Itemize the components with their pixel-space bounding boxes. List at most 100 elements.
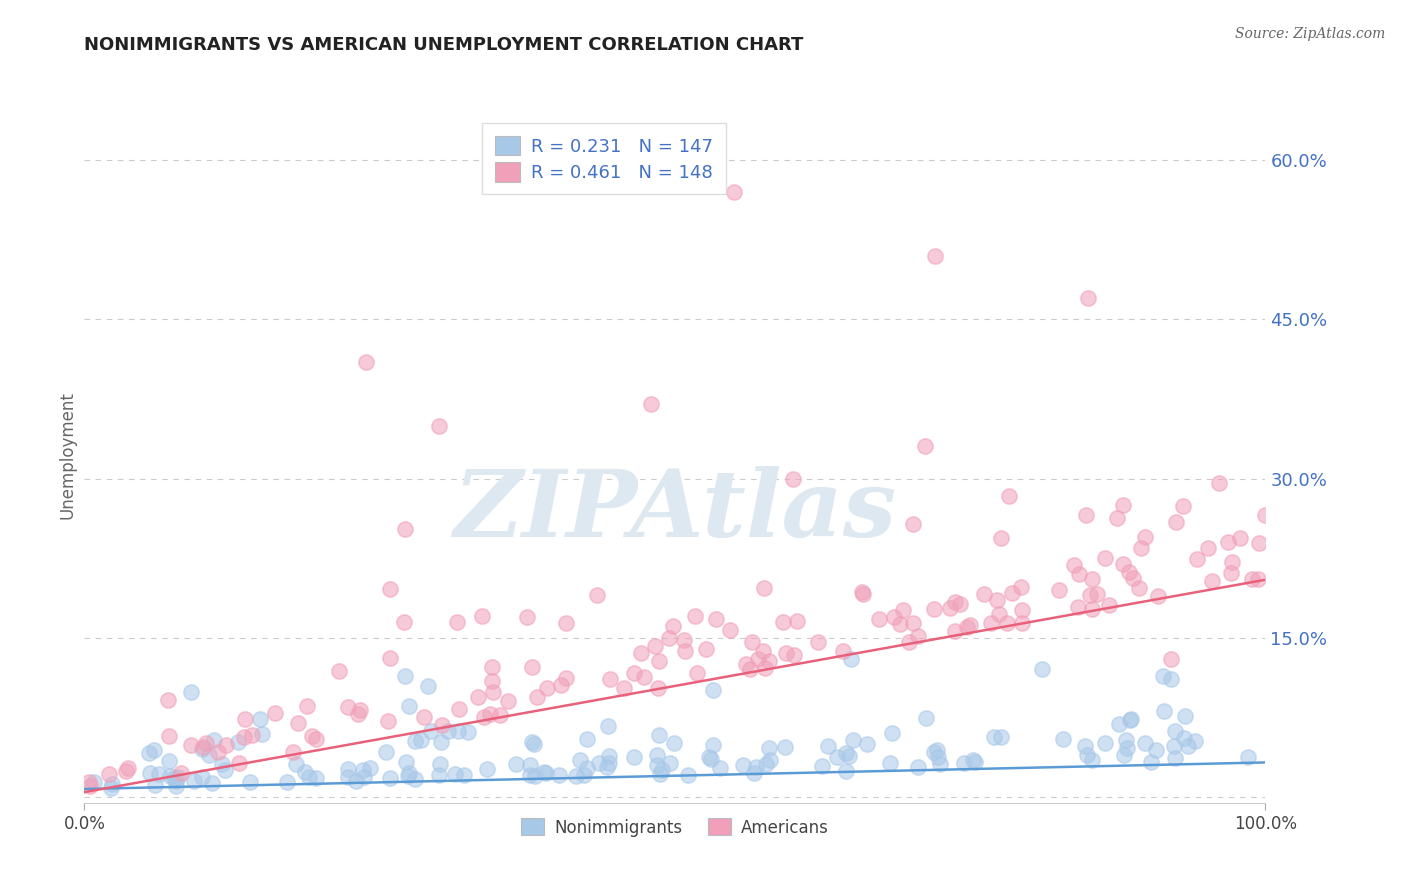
Point [943, 624, 966, 639]
Point [354, 355, 377, 369]
Point [447, 701, 470, 715]
Point [337, 762, 360, 776]
Point [758, 654, 780, 668]
Point [740, 662, 762, 676]
Point [1118, 565, 1140, 579]
Point [191, 770, 214, 784]
Legend: Nonimmigrants, Americans: Nonimmigrants, Americans [515, 812, 835, 843]
Point [734, 657, 756, 671]
Point [336, 770, 359, 784]
Point [481, 673, 503, 688]
Text: ZIPAtlas: ZIPAtlas [453, 466, 897, 556]
Point [1078, 588, 1101, 602]
Point [554, 615, 576, 630]
Point [1081, 572, 1104, 586]
Point [1074, 508, 1097, 522]
Point [264, 706, 287, 721]
Point [519, 758, 541, 772]
Point [1163, 739, 1185, 754]
Point [467, 690, 489, 705]
Point [404, 734, 426, 748]
Point [392, 615, 415, 629]
Point [201, 776, 224, 790]
Point [1229, 532, 1251, 546]
Point [165, 779, 187, 793]
Point [648, 655, 671, 669]
Point [898, 634, 921, 648]
Point [980, 615, 1002, 630]
Point [596, 760, 619, 774]
Point [534, 766, 557, 780]
Point [446, 615, 468, 629]
Point [825, 750, 848, 764]
Point [156, 693, 179, 707]
Point [648, 767, 671, 781]
Point [697, 750, 720, 764]
Point [658, 632, 681, 646]
Point [723, 185, 745, 199]
Point [706, 612, 728, 626]
Point [432, 718, 454, 732]
Point [1153, 704, 1175, 718]
Point [457, 725, 479, 739]
Point [817, 739, 839, 754]
Point [983, 731, 1005, 745]
Point [163, 771, 186, 785]
Point [927, 750, 949, 764]
Point [305, 731, 328, 746]
Y-axis label: Unemployment: Unemployment [58, 391, 76, 519]
Point [180, 685, 202, 699]
Point [77, 775, 100, 789]
Point [1201, 574, 1223, 589]
Point [283, 745, 305, 759]
Point [165, 773, 187, 788]
Point [1133, 736, 1156, 750]
Point [925, 743, 948, 757]
Point [1067, 600, 1090, 615]
Point [114, 764, 136, 778]
Point [1011, 603, 1033, 617]
Point [745, 760, 768, 774]
Point [695, 641, 717, 656]
Point [965, 755, 987, 769]
Point [1249, 536, 1271, 550]
Point [523, 769, 546, 783]
Point [337, 700, 360, 714]
Point [394, 522, 416, 536]
Point [879, 756, 901, 770]
Point [305, 771, 328, 785]
Point [183, 773, 205, 788]
Point [990, 730, 1012, 744]
Point [138, 746, 160, 760]
Point [430, 735, 453, 749]
Point [211, 757, 233, 772]
Point [754, 581, 776, 595]
Point [751, 644, 773, 658]
Point [1119, 713, 1142, 727]
Point [143, 778, 166, 792]
Point [943, 594, 966, 608]
Point [1121, 712, 1143, 726]
Point [839, 652, 862, 666]
Point [396, 769, 419, 783]
Point [276, 775, 298, 789]
Point [907, 629, 929, 643]
Point [555, 671, 578, 685]
Point [298, 770, 321, 784]
Point [651, 764, 673, 778]
Point [170, 766, 193, 780]
Point [576, 732, 599, 747]
Point [973, 587, 995, 601]
Point [1073, 739, 1095, 754]
Point [328, 664, 350, 678]
Point [1187, 552, 1209, 566]
Point [773, 740, 796, 755]
Point [198, 748, 221, 763]
Point [883, 610, 905, 624]
Point [1174, 709, 1197, 723]
Point [889, 616, 911, 631]
Point [447, 723, 470, 738]
Point [489, 707, 512, 722]
Point [1164, 515, 1187, 529]
Point [588, 756, 610, 770]
